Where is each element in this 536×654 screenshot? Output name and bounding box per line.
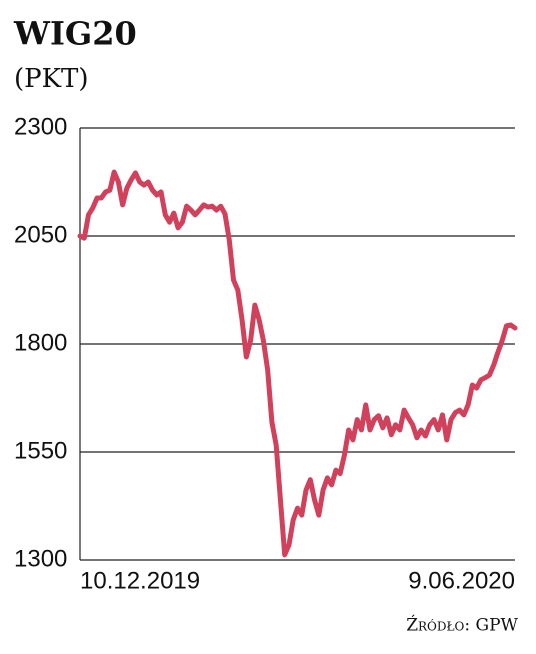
chart-title: WIG20 (13, 15, 137, 53)
source: Źródło: GPW (406, 615, 518, 636)
y-tick-label: 1800 (14, 329, 67, 356)
chart-subtitle: (PKT) (14, 64, 89, 94)
line (77, 169, 518, 558)
x-tick-label: 9.06.2020 (408, 567, 515, 594)
x-tick-label: 10.12.2019 (80, 567, 200, 594)
y-tick-label: 1300 (14, 545, 67, 572)
y-tick-label: 1550 (14, 437, 67, 464)
y-tick-label: 2050 (14, 221, 67, 248)
y-tick-label: 2300 (14, 113, 67, 140)
